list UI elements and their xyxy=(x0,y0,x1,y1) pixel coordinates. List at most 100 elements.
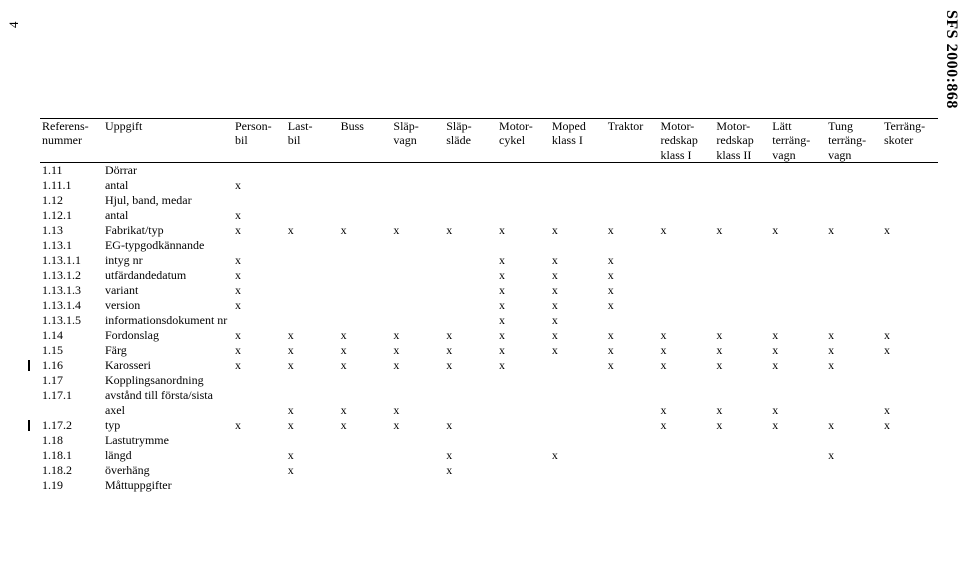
mark-cell xyxy=(391,373,444,388)
mark-cell xyxy=(770,253,826,268)
ref-number: 1.17 xyxy=(40,373,103,388)
ref-number: 1.16 xyxy=(40,358,103,373)
mark-cell xyxy=(714,268,770,283)
column-header: Terräng-skoter xyxy=(882,119,938,163)
mark-cell: x xyxy=(659,403,715,418)
mark-cell xyxy=(770,313,826,328)
mark-cell xyxy=(714,448,770,463)
mark-cell xyxy=(826,478,882,493)
mark-cell: x xyxy=(391,328,444,343)
table-row: 1.17.1avstånd till första/sista xyxy=(40,388,938,403)
mark-cell xyxy=(606,448,659,463)
mark-cell xyxy=(497,178,550,193)
table-row: 1.12Hjul, band, medar xyxy=(40,193,938,208)
column-header-line: Motor- xyxy=(716,119,750,133)
column-header-line: Motor- xyxy=(661,119,695,133)
mark-cell xyxy=(444,298,497,313)
mark-cell xyxy=(826,403,882,418)
mark-cell: x xyxy=(606,328,659,343)
ref-number: 1.12 xyxy=(40,193,103,208)
mark-cell xyxy=(550,478,606,493)
mark-cell xyxy=(659,463,715,478)
mark-cell: x xyxy=(659,418,715,433)
mark-cell xyxy=(550,208,606,223)
mark-cell xyxy=(770,238,826,253)
mark-cell: x xyxy=(550,253,606,268)
mark-cell: x xyxy=(497,268,550,283)
mark-cell xyxy=(233,433,286,448)
mark-cell: x xyxy=(659,358,715,373)
mark-cell xyxy=(770,388,826,403)
mark-cell xyxy=(606,178,659,193)
mark-cell xyxy=(882,178,938,193)
mark-cell xyxy=(339,283,392,298)
mark-cell xyxy=(233,163,286,179)
mark-cell: x xyxy=(770,223,826,238)
mark-cell xyxy=(659,163,715,179)
mark-cell xyxy=(826,268,882,283)
mark-cell: x xyxy=(826,343,882,358)
table-row: 1.17Kopplingsanordning xyxy=(40,373,938,388)
ref-number: 1.12.1 xyxy=(40,208,103,223)
mark-cell xyxy=(714,253,770,268)
mark-cell xyxy=(826,163,882,179)
mark-cell xyxy=(233,238,286,253)
table-row: 1.18.2överhängxx xyxy=(40,463,938,478)
mark-cell: x xyxy=(606,253,659,268)
mark-cell xyxy=(233,388,286,403)
ref-number: 1.15 xyxy=(40,343,103,358)
mark-cell xyxy=(882,193,938,208)
mark-cell: x xyxy=(770,403,826,418)
mark-cell xyxy=(882,298,938,313)
mark-cell xyxy=(714,388,770,403)
mark-cell xyxy=(770,193,826,208)
mark-cell xyxy=(714,163,770,179)
mark-cell: x xyxy=(826,418,882,433)
mark-cell xyxy=(444,478,497,493)
column-header-line: Lätt xyxy=(772,119,791,133)
uppgift-label: variant xyxy=(103,283,233,298)
mark-cell: x xyxy=(882,418,938,433)
mark-cell: x xyxy=(497,283,550,298)
column-header: Motor-redskapklass II xyxy=(714,119,770,163)
mark-cell xyxy=(714,298,770,313)
mark-cell xyxy=(550,403,606,418)
mark-cell xyxy=(882,283,938,298)
mark-cell xyxy=(286,253,339,268)
column-header-line: Buss xyxy=(341,119,364,133)
mark-cell: x xyxy=(714,343,770,358)
mark-cell: x xyxy=(391,403,444,418)
mark-cell xyxy=(339,478,392,493)
mark-cell xyxy=(882,448,938,463)
mark-cell: x xyxy=(339,358,392,373)
mark-cell xyxy=(339,193,392,208)
mark-cell xyxy=(497,193,550,208)
mark-cell xyxy=(391,178,444,193)
uppgift-label: Färg xyxy=(103,343,233,358)
mark-cell: x xyxy=(770,328,826,343)
ref-number: 1.18.2 xyxy=(40,463,103,478)
table-row: 1.13.1.5informationsdokument nrxx xyxy=(40,313,938,328)
uppgift-label: axel xyxy=(103,403,233,418)
column-header-line: vagn xyxy=(393,133,416,147)
table-row: 1.13.1.4versionxxxx xyxy=(40,298,938,313)
mark-cell xyxy=(606,238,659,253)
table-row: 1.13Fabrikat/typxxxxxxxxxxxxx xyxy=(40,223,938,238)
ref-number: 1.18 xyxy=(40,433,103,448)
mark-cell: x xyxy=(497,343,550,358)
mark-cell: x xyxy=(391,223,444,238)
mark-cell xyxy=(714,463,770,478)
column-header-line: cykel xyxy=(499,133,525,147)
mark-cell xyxy=(391,238,444,253)
mark-cell xyxy=(391,463,444,478)
mark-cell xyxy=(339,373,392,388)
mark-cell xyxy=(882,208,938,223)
table-row: 1.18Lastutrymme xyxy=(40,433,938,448)
mark-cell xyxy=(339,208,392,223)
document-id: SFS 2000:868 xyxy=(942,10,960,109)
mark-cell xyxy=(550,178,606,193)
mark-cell xyxy=(770,163,826,179)
mark-cell xyxy=(444,193,497,208)
mark-cell: x xyxy=(233,343,286,358)
mark-cell xyxy=(339,433,392,448)
